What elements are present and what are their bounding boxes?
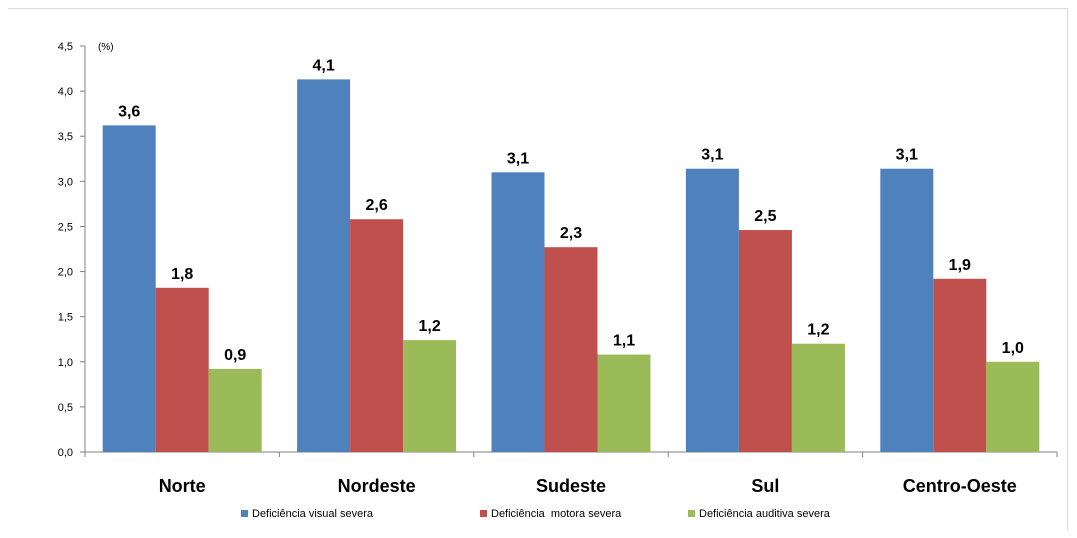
y-tick-label: 3,5 <box>58 131 73 143</box>
x-category-label: Sul <box>751 476 779 496</box>
y-tick-label: 1,5 <box>58 312 73 324</box>
bar <box>685 168 739 453</box>
x-category-label: Sudeste <box>536 476 606 496</box>
data-label: 2,5 <box>754 208 776 225</box>
chart-frame <box>8 8 1068 530</box>
bar <box>544 247 598 452</box>
x-category-label: Centro-Oeste <box>903 476 1017 496</box>
data-label: 3,1 <box>896 147 918 164</box>
legend-label: Deficiência auditiva severa <box>699 508 831 520</box>
y-tick-label: 4,5 <box>58 41 73 53</box>
bar <box>491 172 545 453</box>
legend-label: Deficiência motora severa <box>491 508 622 520</box>
y-tick-label: 1,0 <box>58 357 73 369</box>
y-unit-label: (%) <box>98 42 114 53</box>
y-tick-label: 0,0 <box>58 447 73 459</box>
y-tick-label: 2,5 <box>58 221 73 233</box>
data-label: 1,9 <box>949 257 971 274</box>
legend-label: Deficiência visual severa <box>252 508 374 520</box>
data-label: 1,8 <box>171 266 193 283</box>
data-label: 4,1 <box>312 57 334 74</box>
bar <box>738 230 792 452</box>
bar <box>350 219 404 452</box>
data-labels: 3,6 1,8 0,9 4,1 2,6 1,2 3,1 2,3 1,1 3,1 2,5 1,2 3,1 1… <box>118 57 1024 364</box>
data-label: 1,2 <box>807 322 829 339</box>
legend: Deficiência visual severa Deficiência mot… <box>241 508 831 520</box>
data-label: 3,6 <box>118 103 140 120</box>
bar <box>403 340 457 452</box>
bar <box>791 343 845 452</box>
y-tick-label: 4,0 <box>58 86 73 98</box>
data-label: 1,0 <box>1002 340 1024 357</box>
bar <box>208 368 262 452</box>
bars <box>102 79 1040 453</box>
legend-swatch <box>688 510 695 517</box>
x-category-label: Norte <box>159 476 206 496</box>
x-category-label: Nordeste <box>338 476 416 496</box>
data-label: 1,1 <box>613 333 635 350</box>
bar <box>597 354 651 452</box>
bar <box>880 168 934 453</box>
y-tick-label: 2,0 <box>58 267 73 279</box>
y-tick-label: 3,0 <box>58 176 73 188</box>
data-label: 3,1 <box>701 147 723 164</box>
bar <box>297 79 351 452</box>
data-label: 2,3 <box>560 225 582 242</box>
legend-swatch <box>241 510 248 517</box>
y-tick-label: 0,5 <box>58 402 73 414</box>
legend-swatch <box>480 510 487 517</box>
data-label: 3,1 <box>507 150 529 167</box>
bar <box>155 287 209 452</box>
bar <box>102 125 156 452</box>
bar <box>933 278 987 452</box>
data-label: 0,9 <box>224 347 246 364</box>
data-label: 1,2 <box>418 318 440 335</box>
bar <box>986 361 1040 452</box>
data-label: 2,6 <box>365 197 387 214</box>
